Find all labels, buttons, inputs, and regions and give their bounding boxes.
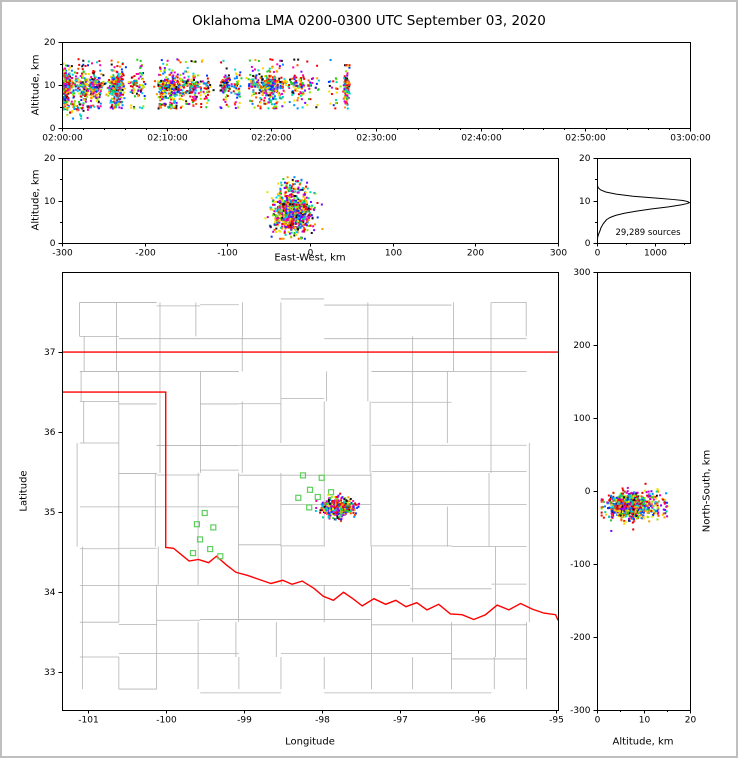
ew-panel-xlabel: East-West, km (274, 252, 346, 264)
ew-panel-ylabel: Altitude, km (30, 169, 42, 231)
time-panel-ylabel: Altitude, km (30, 54, 42, 116)
ns-panel-xlabel: Altitude, km (612, 736, 674, 748)
sources-count-annotation: 29,289 sources (615, 228, 681, 238)
figure-title: Oklahoma LMA 0200-0300 UTC September 03,… (192, 13, 546, 29)
map-xlabel: Longitude (285, 736, 335, 748)
map-ylabel: Latitude (18, 470, 30, 512)
ns-panel-ylabel: North-South, km (701, 449, 713, 533)
